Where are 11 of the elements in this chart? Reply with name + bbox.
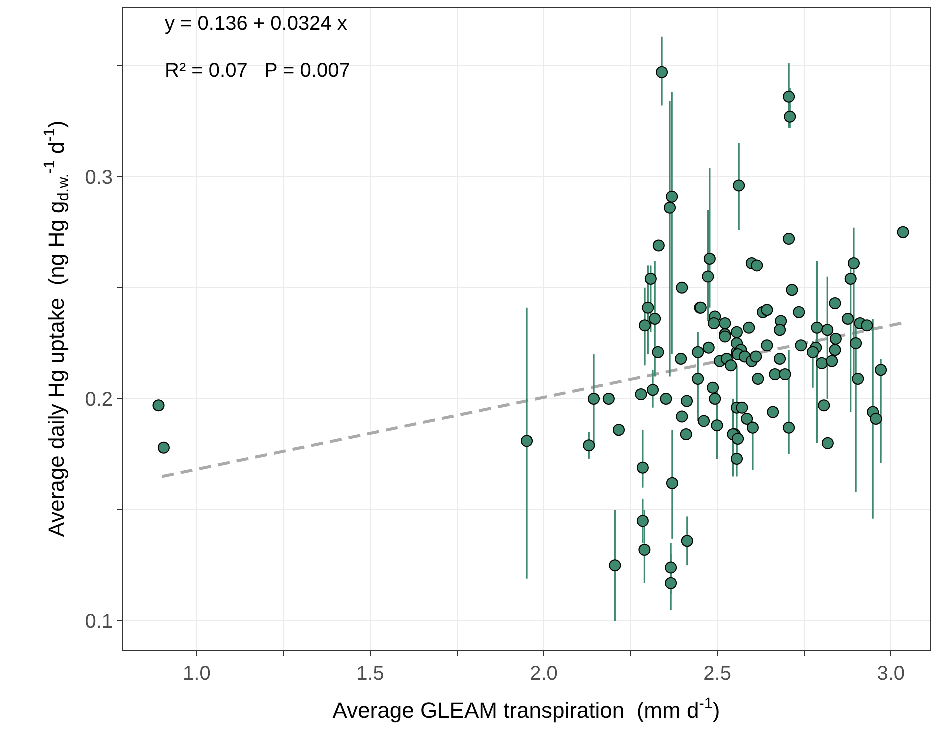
y-tick-label: 0.3 xyxy=(85,166,113,189)
x-tick-label: 1.5 xyxy=(356,663,384,685)
annotation: R² = 0.07 P = 0.007 xyxy=(165,60,350,82)
y-tick-label: 0.1 xyxy=(85,611,113,634)
x-tick-label: 1.0 xyxy=(183,663,211,685)
x-tick-label: 2.0 xyxy=(530,663,558,685)
x-axis-title: Average GLEAM transpiration (mm d$^{-1}$) xyxy=(332,696,720,723)
annotation: y = 0.136 + 0.0324 x xyxy=(165,13,348,35)
y-tick-label: 0.2 xyxy=(85,388,113,411)
x-tick-label: 3.0 xyxy=(877,663,906,685)
x-tick-label: 2.5 xyxy=(704,663,732,685)
